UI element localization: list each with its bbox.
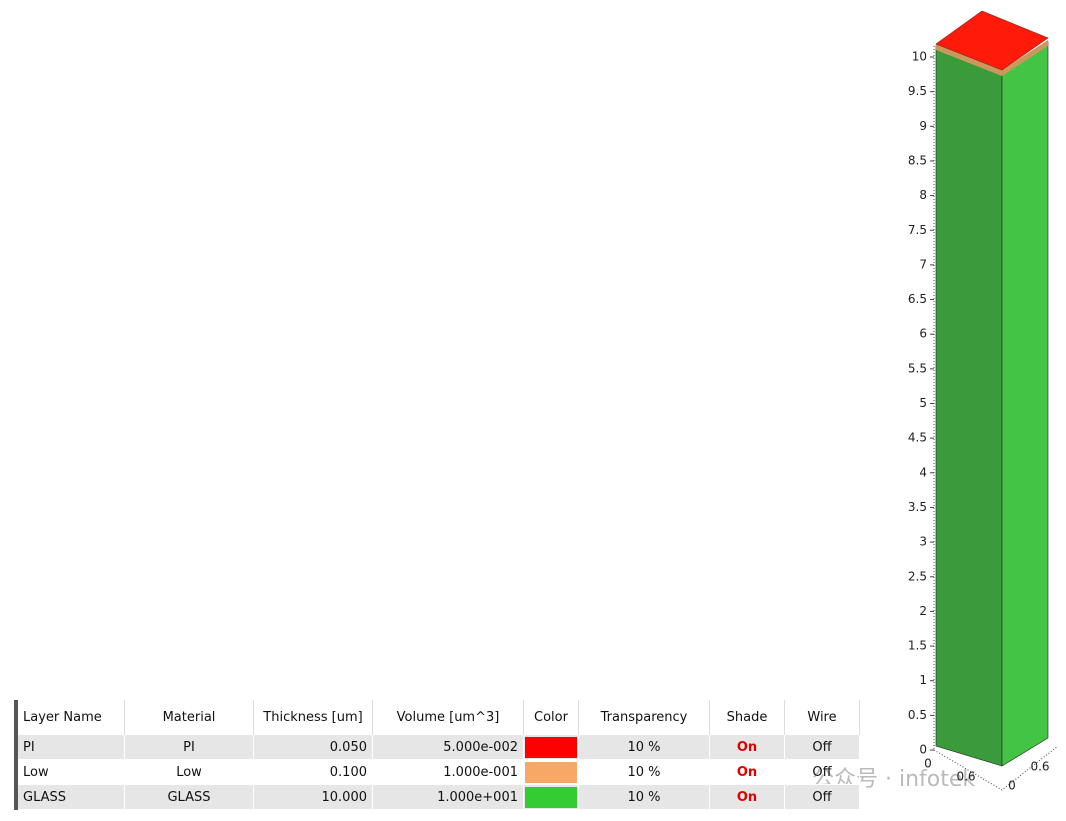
color-swatch (525, 761, 577, 783)
column-header: Layer Name (16, 700, 125, 735)
column-header: Material (124, 700, 254, 735)
layer-row: PI PI 0.050 5.000e-002 10 % On Off (16, 735, 860, 760)
header-row: Layer Name Material Thickness [um] Volume [… (16, 700, 860, 735)
cell: Off (784, 735, 860, 760)
column-header: Thickness [um] (253, 700, 373, 735)
z-tick-label: 0.5 (908, 708, 927, 722)
cell: 10 % (578, 784, 710, 810)
cell: 10 % (578, 735, 710, 760)
base-tick-label: 0 (924, 757, 932, 771)
column-header: Transparency (578, 700, 710, 735)
cell: Low (124, 759, 254, 785)
cell: 1.000e-001 (372, 759, 524, 785)
z-tick-label: 6 (919, 327, 927, 341)
column-header: Wire (784, 700, 860, 735)
z-tick-label: 1.5 (908, 639, 927, 653)
z-tick-label: 5 (919, 396, 927, 410)
cell: 1.000e+001 (372, 784, 524, 810)
low-layer (936, 40, 1048, 76)
cell: 0.100 (253, 759, 373, 785)
cell: GLASS (16, 784, 125, 810)
layer-table: Layer Name Material Thickness [um] Volume [… (14, 700, 860, 810)
color-cell (523, 784, 579, 810)
base-tick-label: 0.6 (956, 770, 975, 784)
cell: Low (16, 759, 125, 785)
z-tick-label: 3 (919, 535, 927, 549)
cell: 10 % (578, 759, 710, 785)
top-face (935, 10, 1049, 71)
column-header: Shade (709, 700, 785, 735)
z-tick-label: 4 (919, 465, 927, 479)
z-tick-label: 2.5 (908, 569, 927, 583)
base-tick-label: 0 (1008, 779, 1016, 793)
z-tick-label: 8 (919, 188, 927, 202)
front-face (935, 45, 1003, 767)
z-tick-label: 5.5 (908, 361, 927, 375)
z-tick-label: 7 (919, 257, 927, 271)
cell: PI (16, 735, 125, 760)
layer-row: GLASS GLASS 10.000 1.000e+001 10 % On Off (16, 784, 860, 810)
z-tick-label: 6.5 (908, 292, 927, 306)
cell: GLASS (124, 784, 254, 810)
column-header: Color (523, 700, 579, 735)
cell: On (709, 735, 785, 760)
z-tick-label: 1 (919, 673, 927, 687)
base-tick-label: 0.6 (1030, 760, 1049, 774)
cell: Off (784, 759, 860, 785)
cell: Off (784, 784, 860, 810)
z-tick-label: 0 (919, 743, 927, 757)
layer-row: Low Low 0.100 1.000e-001 10 % On Off (16, 759, 860, 785)
color-swatch (525, 786, 577, 808)
side-face (1001, 41, 1049, 767)
cell: 5.000e-002 (372, 735, 524, 760)
z-tick-label: 10 (912, 50, 927, 64)
z-tick-label: 8.5 (908, 153, 927, 167)
z-tick-label: 9.5 (908, 84, 927, 98)
column-header: Volume [um^3] (372, 700, 524, 735)
cell: On (709, 759, 785, 785)
cell: On (709, 784, 785, 810)
z-tick-label: 2 (919, 604, 927, 618)
z-tick-label: 3.5 (908, 500, 927, 514)
color-swatch (525, 736, 577, 758)
z-tick-label: 4.5 (908, 431, 927, 445)
color-cell (523, 759, 579, 785)
color-cell (523, 735, 579, 760)
base-axis (933, 745, 1059, 791)
z-tick-label: 9 (919, 119, 927, 133)
cell: PI (124, 735, 254, 760)
cell: 10.000 (253, 784, 373, 810)
cell: 0.050 (253, 735, 373, 760)
z-tick-label: 7.5 (908, 223, 927, 237)
